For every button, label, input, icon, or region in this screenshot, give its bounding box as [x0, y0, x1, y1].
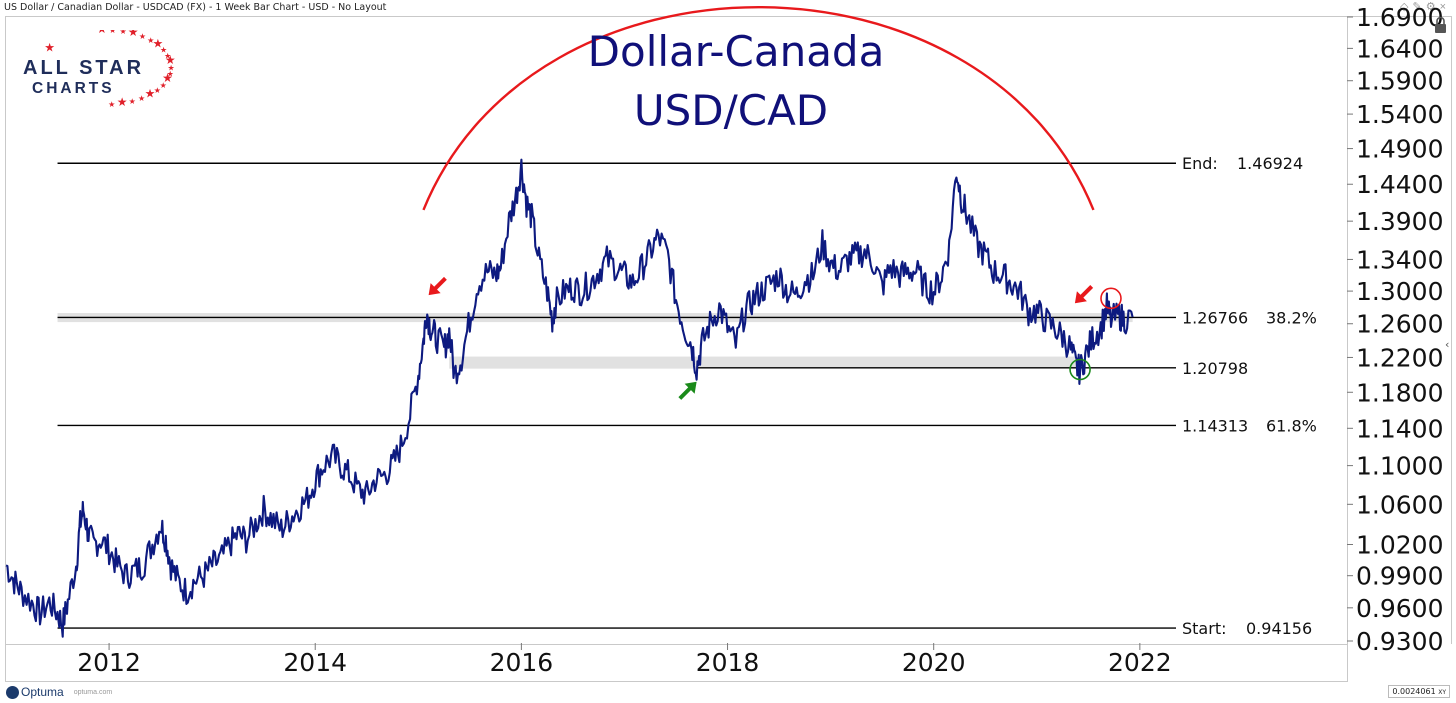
- logo-star-icon: ★: [167, 69, 174, 78]
- level-value: 1.20798: [1182, 359, 1248, 378]
- rounded-top-arc: [422, 6, 1095, 211]
- y-tick-label: 0.9300: [1356, 627, 1443, 656]
- chart-title: Dollar-Canada: [588, 27, 885, 76]
- brand-name: Optuma: [21, 685, 64, 699]
- logo-star-icon: ★: [168, 63, 175, 72]
- y-tick-label: 0.9900: [1356, 562, 1443, 591]
- y-tick-label: 1.2600: [1356, 310, 1443, 339]
- x-tick-label: 2012: [77, 648, 141, 677]
- level-prefix: End:: [1182, 154, 1218, 173]
- y-tick-label: 1.1000: [1356, 452, 1443, 481]
- level-value: 1.14313: [1182, 416, 1248, 435]
- scale-label: XY: [1438, 689, 1446, 696]
- level-percent: 61.8%: [1266, 416, 1317, 435]
- y-tick-label: 1.1400: [1356, 414, 1443, 443]
- y-tick-label: 1.4900: [1356, 135, 1443, 164]
- brand-url: optuma.com: [73, 688, 113, 696]
- collapse-arrow-icon[interactable]: ‹: [1445, 338, 1449, 351]
- y-tick-label: 1.3900: [1356, 207, 1443, 236]
- logo-star-icon: ★: [119, 30, 126, 36]
- level-value: 1.26766: [1182, 308, 1248, 327]
- logo-line2: CHARTS: [32, 80, 115, 97]
- y-tick-label: 1.6400: [1356, 34, 1443, 63]
- optuma-brand[interactable]: Optuma optuma.com: [6, 685, 112, 699]
- scale-readout[interactable]: 0.0024061 XY: [1388, 685, 1450, 698]
- low-circle: [1069, 358, 1091, 381]
- support-resistance-zone: [449, 356, 1084, 369]
- logo-star-icon: ★: [160, 46, 167, 55]
- arrow-head: [684, 381, 697, 394]
- y-tick-label: 1.5400: [1356, 100, 1443, 129]
- level-value: 1.46924: [1237, 154, 1303, 173]
- y-tick-label: 1.5900: [1356, 67, 1443, 96]
- x-tick-label: 2020: [902, 648, 966, 677]
- x-tick-label: 2014: [283, 648, 347, 677]
- x-tick-label: 2016: [490, 648, 554, 677]
- y-tick-label: 1.0200: [1356, 530, 1443, 559]
- logo-star-icon: ★: [109, 30, 116, 35]
- close-icon[interactable]: ×: [1439, 1, 1450, 13]
- arrow-head: [1074, 291, 1087, 304]
- high-circle: [1100, 287, 1122, 310]
- y-tick-label: 1.2200: [1356, 343, 1443, 372]
- y-tick-label: 1.1800: [1356, 378, 1443, 407]
- logo-star-icon: ★: [117, 95, 128, 109]
- support-arrow: [678, 381, 697, 400]
- logo-star-icon: ★: [160, 81, 167, 90]
- logo-line1: ALL STAR: [23, 57, 144, 79]
- resistance-arrow: [1074, 285, 1094, 304]
- window-title-bar: US Dollar / Canadian Dollar - USDCAD (FX…: [0, 0, 1456, 16]
- logo-star-icon: ★: [145, 86, 156, 100]
- zones-layer: [57, 313, 1133, 369]
- series-layer: [5, 158, 1134, 638]
- level-value: 0.94156: [1246, 619, 1312, 638]
- x-ticks-layer: 2012201420162018202020222(: [77, 643, 1172, 677]
- price-series: [5, 158, 1134, 638]
- annotations-layer: [422, 6, 1122, 400]
- y-tick-label: 0.9600: [1356, 594, 1443, 623]
- level-prefix: Start:: [1182, 619, 1226, 638]
- logo-star-icon: ★: [44, 40, 55, 54]
- y-tick-label: 1.6900: [1356, 3, 1443, 32]
- x-tick-label: 2018: [696, 648, 760, 677]
- logo-star-icon: ★: [139, 32, 146, 41]
- level-percent: 38.2%: [1266, 308, 1317, 327]
- x-tick-label: 2022: [1108, 648, 1172, 677]
- date-axis[interactable]: [5, 643, 1348, 682]
- logo-star-icon: ★: [164, 51, 171, 60]
- footer-bar: Optuma optuma.com 0.0024061 XY: [0, 682, 1456, 703]
- price-axis[interactable]: [1347, 16, 1452, 644]
- chart-subtitle: USD/CAD: [634, 86, 828, 135]
- logo-star-icon: ★: [128, 30, 139, 39]
- levels-layer: End: 1.46924 1.26766 38.2% 1.20798 1.14313 61.…: [57, 154, 1317, 638]
- all-star-charts-logo: ★★★★★★★★★★★★★★★★★★★★★ ALL STAR CHARTS: [18, 22, 178, 115]
- y-tick-label: 1.4400: [1356, 170, 1443, 199]
- diamond-icon[interactable]: ◇: [1400, 1, 1413, 13]
- y-tick-label: 1.3000: [1356, 277, 1443, 306]
- window-title: US Dollar / Canadian Dollar - USDCAD (FX…: [4, 2, 387, 13]
- arrow-head: [428, 283, 441, 296]
- logo-star-icon: ★: [165, 53, 176, 67]
- scale-value: 0.0024061: [1392, 687, 1436, 696]
- logo-star-icon: ★: [147, 36, 154, 45]
- logo-star-icon: ★: [97, 30, 108, 36]
- logo-star-icon: ★: [108, 100, 115, 109]
- resistance-arrow: [428, 276, 447, 296]
- logo-star-icon: ★: [154, 86, 161, 95]
- y-tick-label: 1.0600: [1356, 490, 1443, 519]
- logo-star-icon: ★: [152, 37, 163, 51]
- window-controls[interactable]: ◇✎⚙×: [1400, 0, 1450, 13]
- logo-star-icon: ★: [129, 97, 136, 106]
- lock-icon[interactable]: [1435, 16, 1446, 33]
- logo-star-icon: ★: [162, 71, 173, 85]
- settings-icon[interactable]: ⚙: [1425, 1, 1440, 13]
- optuma-logo-icon: [6, 685, 19, 699]
- logo-star-icon: ★: [138, 94, 145, 103]
- y-tick-label: 1.3400: [1356, 245, 1443, 274]
- pin-icon[interactable]: ✎: [1412, 1, 1426, 13]
